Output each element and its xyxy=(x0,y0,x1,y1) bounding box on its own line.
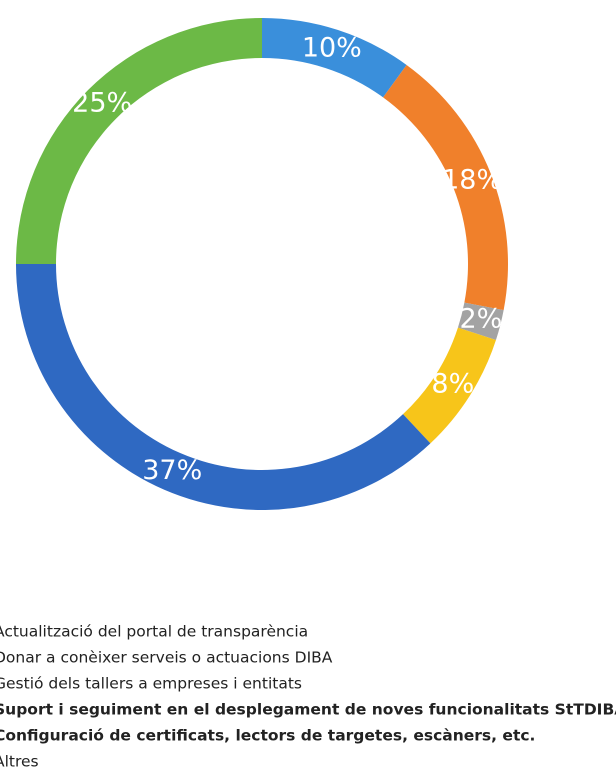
data-label: 2% xyxy=(459,304,502,335)
donut-segment xyxy=(457,302,504,341)
data-label: 8% xyxy=(431,369,474,400)
legend-label: Actualització del portal de transparènci… xyxy=(0,623,308,641)
legend-label: Altres xyxy=(0,753,39,771)
donut-segment xyxy=(16,264,431,510)
data-label: 37% xyxy=(142,455,202,486)
donut-segment xyxy=(383,64,508,311)
donut-segment xyxy=(403,327,496,444)
legend-label: Suport i seguiment en el desplegament de… xyxy=(0,701,616,719)
legend-label: Donar a conèixer serveis o actuacions DI… xyxy=(0,649,333,667)
donut-segment xyxy=(262,18,407,98)
data-label: 18% xyxy=(442,164,502,195)
data-label: 25% xyxy=(72,88,132,119)
data-label: 10% xyxy=(302,33,362,64)
legend-label: Gestió dels tallers a empreses i entitat… xyxy=(0,675,302,693)
legend-label: Configuració de certificats, lectors de … xyxy=(0,727,535,745)
donut-segment xyxy=(16,18,262,264)
